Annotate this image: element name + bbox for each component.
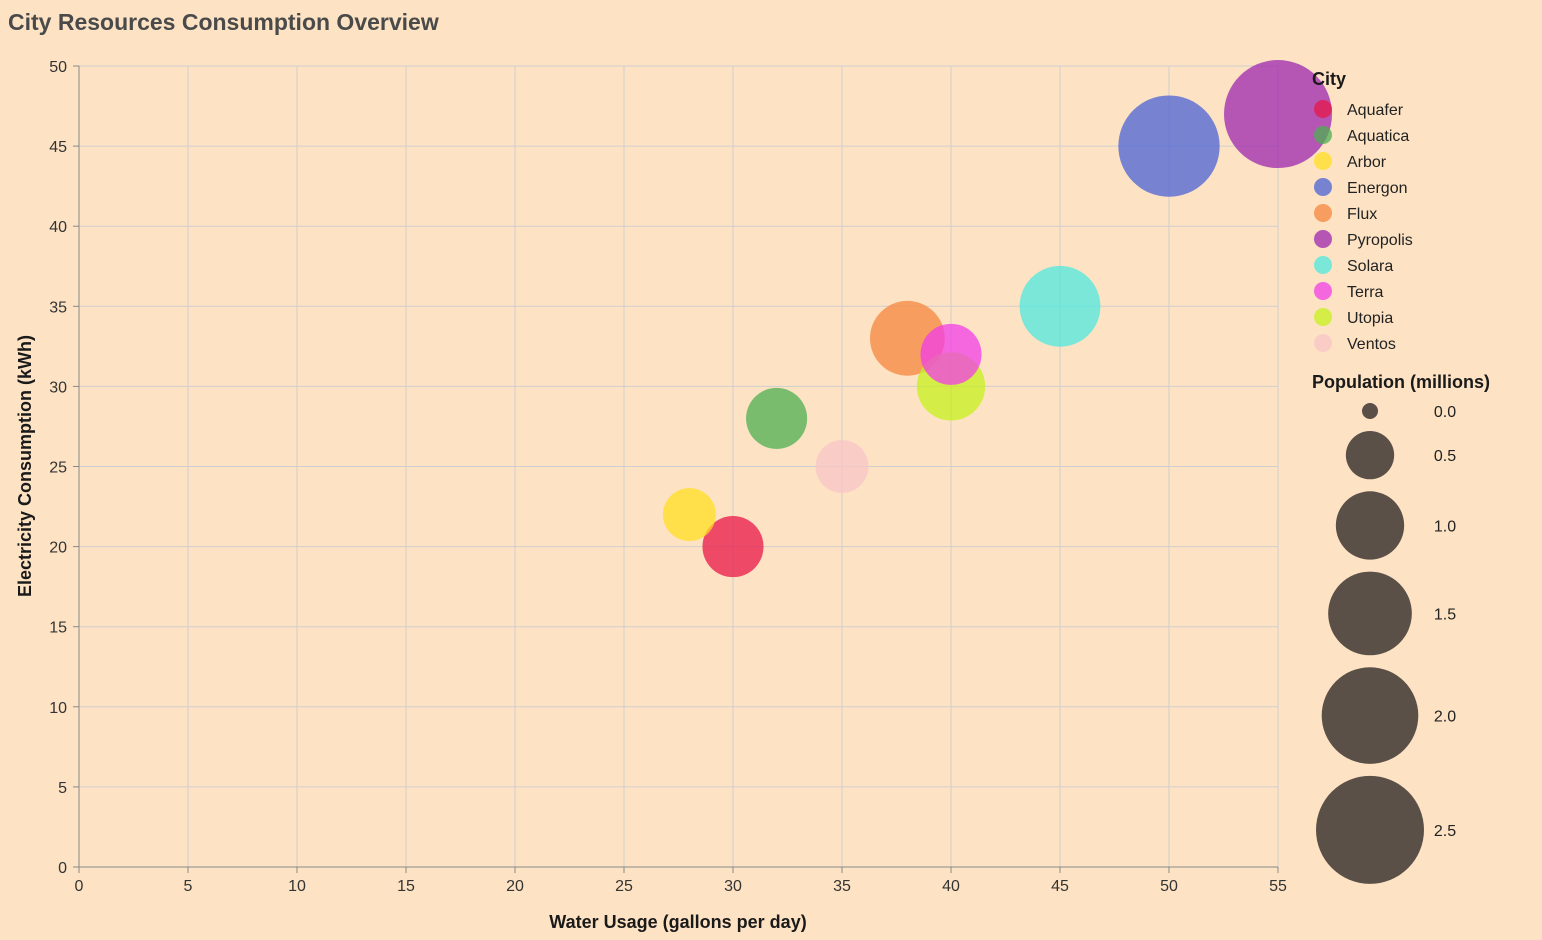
color-legend-title: City [1312,69,1346,89]
legend-label-flux: Flux [1347,206,1377,223]
x-tick-label: 40 [942,878,960,895]
bubble-terra [920,323,982,385]
size-legend-circle [1321,667,1419,764]
y-tick-label: 10 [49,700,67,717]
legend-label-pyropolis: Pyropolis [1347,232,1413,249]
legend-label-aquatica: Aquatica [1347,128,1409,145]
legend-swatch-flux [1314,204,1332,222]
y-tick-label: 50 [49,59,67,76]
size-legend-label: 1.0 [1434,518,1456,535]
y-tick-label: 35 [49,299,67,316]
x-tick-label: 30 [724,878,742,895]
bubble-energon [1118,95,1220,197]
size-legend-label: 0.5 [1434,448,1456,465]
legend-label-terra: Terra [1347,284,1384,301]
y-tick-label: 0 [58,860,67,877]
size-legend-label: 1.5 [1434,606,1456,623]
legend-label-utopia: Utopia [1347,310,1393,327]
x-tick-label: 20 [506,878,524,895]
legend-swatch-arbor [1314,152,1332,170]
bubble-aquatica [746,387,808,449]
bubble-aquafer [702,516,764,578]
y-axis-title: Electricity Consumption (kWh) [15,335,35,597]
bubble-solara [1019,265,1101,347]
points-layer [662,60,1332,578]
size-legend-circle [1362,403,1378,419]
y-tick-label: 40 [49,219,67,236]
grid-layer [78,65,1279,868]
size-legend-label: 2.5 [1434,823,1456,840]
y-tick-label: 15 [49,620,67,637]
x-tick-label: 0 [75,878,84,895]
legend-label-solara: Solara [1347,258,1393,275]
size-legend-circle [1316,775,1424,884]
legend-swatch-pyropolis [1314,230,1332,248]
legend-swatch-energon [1314,178,1332,196]
legend-label-arbor: Arbor [1347,154,1387,171]
axes-layer: 0 5 10 15 20 25 30 35 40 45 50 55 0 5 10 15 20 25 30 35 40 45… [49,59,1287,895]
x-tick-label: 5 [184,878,193,895]
legend-swatch-aquatica [1314,126,1332,144]
chart-title: City Resources Consumption Overview [8,9,439,35]
x-tick-label: 35 [833,878,851,895]
legend-swatch-solara [1314,256,1332,274]
legend-label-aquafer: Aquafer [1347,102,1404,119]
x-tick-label: 55 [1269,878,1287,895]
y-tick-label: 20 [49,540,67,557]
size-legend-title: Population (millions) [1312,372,1490,392]
size-legend-items: 0.0 0.5 1.0 1.5 2.0 2.5 [1316,403,1456,884]
x-axis-title: Water Usage (gallons per day) [549,912,806,932]
size-legend-label: 2.0 [1434,709,1456,726]
bubble-ventos [815,440,869,493]
size-legend-label: 0.0 [1434,404,1456,421]
size-legend-circle [1328,571,1412,656]
legend: City Aquafer Aquatica Arbor Energon Flux Pyro… [1312,69,1490,884]
y-tick-label: 45 [49,139,67,156]
bubble-arbor [662,488,716,542]
size-legend-circle [1345,431,1395,480]
legend-swatch-terra [1314,282,1332,300]
legend-swatch-utopia [1314,308,1332,326]
color-legend-items: Aquafer Aquatica Arbor Energon Flux Pyropolis… [1314,100,1413,353]
size-legend-circle [1335,491,1405,560]
x-tick-label: 45 [1051,878,1069,895]
legend-swatch-aquafer [1314,100,1332,118]
x-tick-label: 25 [615,878,633,895]
x-tick-label: 50 [1160,878,1178,895]
bubble-pyropolis [1224,60,1332,169]
legend-label-ventos: Ventos [1347,336,1396,353]
x-tick-label: 15 [397,878,415,895]
y-tick-label: 30 [49,379,67,396]
legend-swatch-ventos [1314,334,1332,352]
y-tick-label: 25 [49,460,67,477]
y-tick-label: 5 [58,780,67,797]
legend-label-energon: Energon [1347,180,1408,197]
x-tick-label: 10 [288,878,306,895]
